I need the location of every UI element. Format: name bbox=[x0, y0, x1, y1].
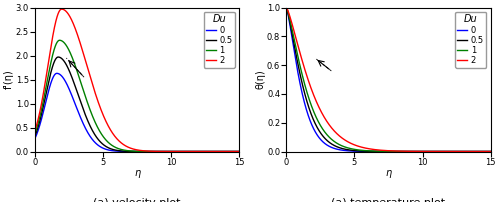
Legend: 0, 0.5, 1, 2: 0, 0.5, 1, 2 bbox=[204, 12, 235, 68]
Text: (a) temperature plot: (a) temperature plot bbox=[332, 198, 446, 202]
Y-axis label: f'(η): f'(η) bbox=[4, 70, 14, 89]
Legend: 0, 0.5, 1, 2: 0, 0.5, 1, 2 bbox=[455, 12, 486, 68]
X-axis label: η: η bbox=[386, 168, 392, 178]
Y-axis label: θ(η): θ(η) bbox=[256, 70, 266, 89]
Text: (a) velocity plot: (a) velocity plot bbox=[94, 198, 181, 202]
X-axis label: η: η bbox=[134, 168, 140, 178]
